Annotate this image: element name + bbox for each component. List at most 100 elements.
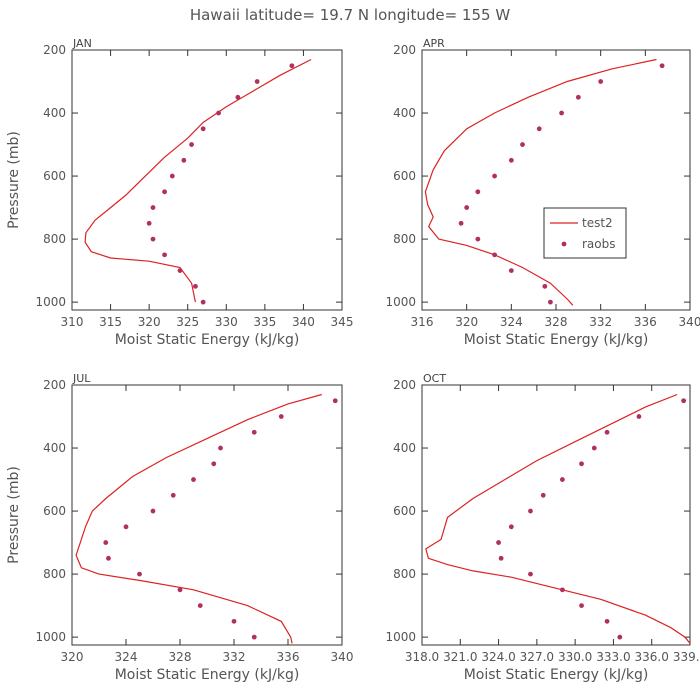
data-point-raobs-jul-5 [191,477,196,482]
data-point-raobs-jan-0 [289,63,295,69]
data-point-raobs-apr-4 [536,126,542,132]
data-point-raobs-apr-7 [492,173,497,179]
data-point-raobs-apr-5 [520,142,525,147]
data-point-raobs-jan-5 [189,142,194,147]
x-tick-label-apr-6: 340 [679,315,700,329]
x-tick-label-jul-2: 328 [169,650,192,664]
x-tick-label-jan-3: 325 [176,315,199,329]
y-tick-label-jan-1: 400 [43,106,66,120]
data-point-raobs-jul-14 [231,618,237,624]
data-point-raobs-apr-11 [475,236,481,242]
y-tick-label-oct-3: 800 [393,567,416,581]
data-point-raobs-oct-11 [528,571,533,577]
panels-container: JAN 310 315 320 325 330 335 340 345 200 400 600 800 1… [6,37,700,683]
data-point-raobs-jul-7 [150,508,156,514]
y-tick-label-apr-4: 1000 [385,295,416,309]
y-tick-label-jul-2: 600 [43,504,66,518]
data-point-raobs-jan-14 [193,283,198,289]
panel-title-jan: JAN [72,37,92,50]
data-point-raobs-jul-0 [332,398,338,404]
series-line-test2-oct [425,393,691,644]
data-point-raobs-oct-12 [559,587,565,593]
panel-jan: JAN 310 315 320 325 330 335 340 345 200 400 600 800 1… [6,37,353,348]
y-tick-label-jul-3: 800 [43,567,66,581]
x-tick-label-oct-5: 333.0 [596,650,630,664]
data-point-raobs-oct-8 [508,524,514,530]
y-tick-label-apr-3: 800 [393,232,416,246]
figure-title: Hawaii latitude= 19.7 N longitude= 155 W [190,6,510,24]
data-point-raobs-jul-11 [137,571,142,577]
y-tick-label-oct-4: 1000 [385,630,416,644]
y-tick-label-oct-2: 600 [393,504,416,518]
x-tick-label-jul-0: 320 [61,650,84,664]
data-point-raobs-jan-1 [254,79,260,84]
data-point-raobs-jan-8 [162,189,167,195]
y-tick-label-jan-0: 200 [43,43,66,57]
data-point-raobs-apr-13 [508,268,514,274]
data-point-raobs-oct-2 [604,429,610,435]
data-point-raobs-jul-9 [103,540,109,545]
y-tick-label-jan-4: 1000 [35,295,66,309]
legend-dot-swatch-apr [561,241,567,247]
panel-title-jul: JUL [72,372,91,385]
data-point-raobs-apr-14 [542,283,548,289]
data-point-raobs-apr-2 [575,94,581,100]
data-point-raobs-jul-4 [211,461,217,467]
y-axis-label-jul: Pressure (mb) [6,466,22,564]
data-point-raobs-apr-8 [475,189,481,195]
data-point-raobs-jul-1 [278,414,284,419]
x-axis-label-jan: Moist Static Energy (kJ/kg) [115,332,300,348]
x-tick-label-apr-4: 332 [589,315,612,329]
x-tick-label-jan-7: 345 [331,315,354,329]
y-tick-label-jan-2: 600 [43,169,66,183]
legend-label-apr-1: raobs [582,237,616,251]
data-point-raobs-apr-10 [458,220,464,226]
panel-frame-oct [421,384,691,646]
data-point-raobs-jul-13 [197,603,203,609]
x-tick-label-oct-3: 327.0 [520,650,554,664]
data-point-raobs-jul-3 [218,445,223,451]
series-line-test2-apr [424,58,657,306]
data-point-raobs-oct-0 [681,398,687,404]
data-point-raobs-jul-12 [177,587,183,593]
y-axis-label-jan: Pressure (mb) [6,131,22,229]
data-point-raobs-oct-4 [579,461,584,467]
data-point-raobs-apr-9 [464,205,470,210]
panel-oct: OCT 318.0 321.0 324.0 327.0 330.0 333.0 336.0 33… [385,372,700,683]
x-tick-label-jan-0: 310 [61,315,84,329]
x-tick-label-jan-1: 315 [99,315,122,329]
x-axis-label-jul: Moist Static Energy (kJ/kg) [115,667,300,683]
x-tick-label-oct-4: 330.0 [558,650,592,664]
data-point-raobs-jan-2 [235,94,241,100]
data-point-raobs-apr-0 [659,63,665,69]
x-tick-label-jul-4: 336 [277,650,300,664]
x-axis-label-apr: Moist Static Energy (kJ/kg) [464,332,649,348]
data-point-raobs-oct-14 [604,618,610,624]
data-point-raobs-apr-1 [598,79,604,84]
data-point-raobs-jul-6 [170,492,176,498]
y-tick-label-jul-0: 200 [43,378,66,392]
data-point-raobs-jan-13 [177,268,183,274]
data-point-raobs-jan-10 [146,220,152,226]
data-point-raobs-apr-15 [548,299,553,305]
x-tick-label-jul-3: 332 [223,650,246,664]
legend-apr: test2 raobs [543,207,627,259]
data-point-raobs-jul-15 [251,634,257,640]
legend-label-apr-0: test2 [582,216,613,230]
x-tick-label-jan-2: 320 [138,315,161,329]
series-line-test2-jul [75,393,322,644]
x-tick-label-apr-3: 328 [545,315,568,329]
x-tick-label-oct-1: 321.0 [443,650,477,664]
data-point-raobs-jan-11 [150,236,156,242]
data-point-raobs-apr-6 [508,157,514,163]
y-tick-label-apr-2: 600 [393,169,416,183]
y-tick-label-apr-0: 200 [393,43,416,57]
panel-jul: JUL 320 324 328 332 336 340 200 400 600 800 1000 Moi… [6,372,353,683]
data-point-raobs-oct-10 [498,555,504,561]
panel-apr: APR 316 320 324 328 332 336 340 200 400 600 800 1000… [385,37,700,348]
x-tick-label-jan-4: 330 [215,315,238,329]
data-point-raobs-oct-1 [636,414,642,419]
series-line-test2-jan [84,58,312,303]
data-point-raobs-jan-4 [200,126,206,132]
